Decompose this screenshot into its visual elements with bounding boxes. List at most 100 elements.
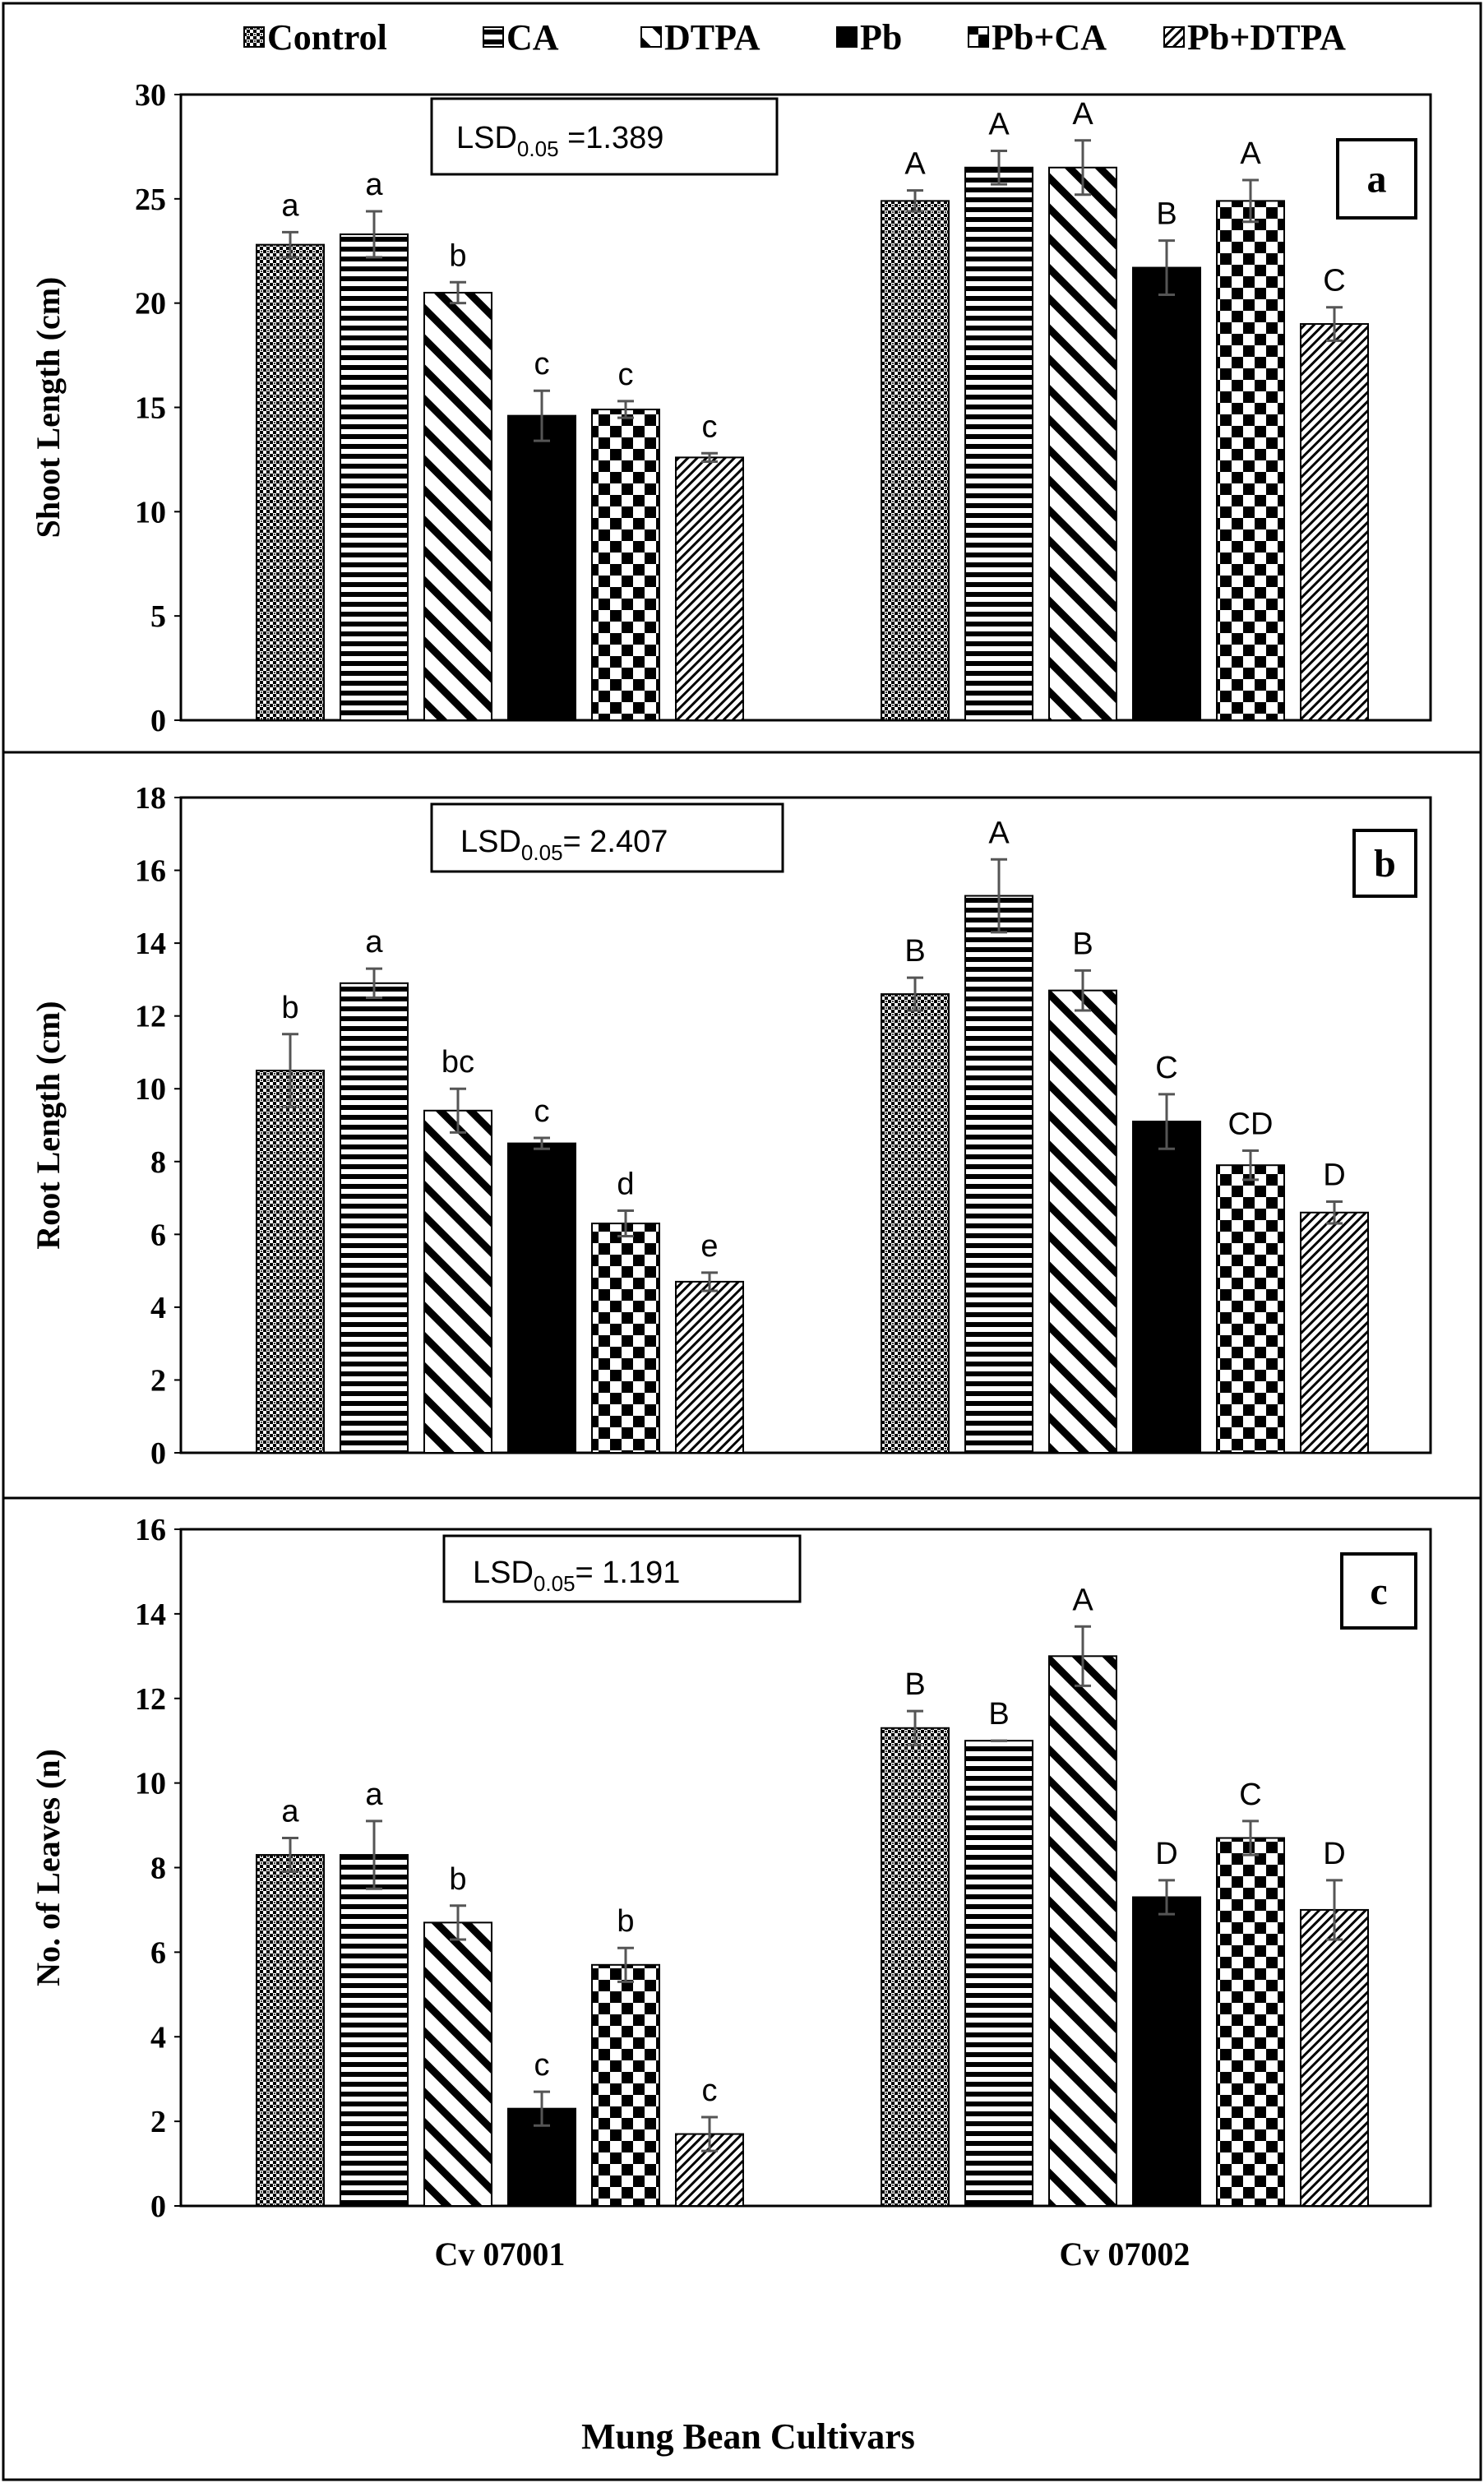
y-tick-label: 0 <box>150 704 166 738</box>
panel-b: 0 2 4 6 8 10 12 14 16 18 Root Length (cm) LSD0.05= … <box>30 781 1432 1471</box>
bar-ca-1 <box>340 1854 409 2208</box>
legend-label-pb-dtpa: Pb+DTPA <box>1187 17 1346 58</box>
y-tick-label: 4 <box>150 1291 166 1325</box>
significance-letter: b <box>617 1904 634 1939</box>
bar-pb-dtpa-2 <box>1300 1908 1369 2207</box>
bar-control-1 <box>256 243 325 721</box>
significance-letter: A <box>1072 97 1093 132</box>
y-axis-title-c: No. of Leaves (n) <box>30 1749 67 1986</box>
legend-label-pb-ca: Pb+CA <box>992 17 1107 58</box>
legend-label-ca: CA <box>506 17 559 58</box>
bar-control-2 <box>881 1727 950 2208</box>
panel-label-a: a <box>1367 158 1387 201</box>
plot-area-b <box>179 796 1432 1454</box>
significance-letter: C <box>1239 1778 1261 1812</box>
bar-pb-dtpa-1 <box>675 456 744 721</box>
bar-pb-2 <box>1132 266 1201 721</box>
lsd-box-c <box>442 1534 802 1603</box>
significance-letter: c <box>702 409 718 444</box>
bar-ca-2 <box>964 166 1033 722</box>
y-tick-label: 8 <box>150 1852 166 1886</box>
legend: Control CA DTPA Pb Pb+CA Pb+DTPA <box>243 17 1346 58</box>
bar-pb-dtpa-2 <box>1300 1211 1369 1454</box>
significance-letter: A <box>904 147 926 182</box>
legend-swatch-ca <box>483 26 504 48</box>
significance-letter: e <box>700 1229 718 1264</box>
y-tick-label: 0 <box>150 2189 166 2224</box>
panel-label-b: b <box>1374 842 1396 885</box>
bar-pb-ca-1 <box>591 1963 660 2207</box>
y-tick-label: 8 <box>150 1145 166 1180</box>
significance-letter: A <box>1240 136 1261 171</box>
panel-label-box-a <box>1336 138 1417 220</box>
bar-ca-1 <box>340 982 409 1454</box>
y-tick-label: 20 <box>135 287 166 321</box>
significance-letter: a <box>281 188 299 223</box>
significance-letter: CD <box>1228 1107 1274 1141</box>
panel-label-c: c <box>1370 1570 1387 1613</box>
lsd-annotation-b: LSD0.05= 2.407 <box>460 825 668 865</box>
significance-letter: C <box>1155 1051 1177 1085</box>
significance-letter: c <box>534 347 550 381</box>
y-tick-label: 14 <box>135 1598 166 1632</box>
bar-dtpa-1 <box>423 291 492 721</box>
significance-letter: D <box>1323 1837 1345 1871</box>
x-category-label: Cv 07001 <box>435 2236 566 2273</box>
panel-c: 0 2 4 6 8 10 12 14 16 No. of Leaves (n) LSD0.05= 1… <box>30 1513 1432 2224</box>
significance-letter: d <box>617 1168 634 1202</box>
y-tick-label: 6 <box>150 1935 166 1970</box>
bar-pb-ca-2 <box>1216 1837 1285 2207</box>
lsd-annotation-c: LSD0.05= 1.191 <box>473 1556 680 1596</box>
lsd-box-a <box>430 97 779 176</box>
bar-ca-2 <box>964 895 1033 1454</box>
significance-letter: D <box>1155 1837 1177 1871</box>
y-tick-label: 2 <box>150 1363 166 1398</box>
bar-pb-ca-1 <box>591 1223 660 1454</box>
significance-letter: b <box>281 991 298 1025</box>
x-axis-title: Mung Bean Cultivars <box>581 2416 915 2457</box>
significance-letter: B <box>988 1697 1009 1732</box>
legend-swatch-pb <box>836 26 858 48</box>
x-category-label: Cv 07002 <box>1060 2236 1190 2273</box>
y-tick-label: 14 <box>135 927 166 961</box>
bar-ca-2 <box>964 1740 1033 2207</box>
y-tick-label: 0 <box>150 1436 166 1471</box>
significance-letter: c <box>534 1094 550 1129</box>
significance-letter: A <box>1072 1583 1093 1617</box>
y-tick-label: 15 <box>135 391 166 426</box>
y-tick-label: 10 <box>135 495 166 529</box>
significance-letter: c <box>618 358 634 392</box>
legend-swatch-pb-ca <box>968 26 989 48</box>
y-tick-label: 30 <box>135 78 166 113</box>
bar-dtpa-2 <box>1048 166 1117 722</box>
bar-dtpa-1 <box>423 1109 492 1454</box>
y-tick-label: 10 <box>135 1072 166 1107</box>
bar-control-1 <box>256 1854 325 2208</box>
bar-dtpa-2 <box>1048 1655 1117 2207</box>
legend-swatch-dtpa <box>640 26 662 48</box>
bar-pb-1 <box>507 414 576 721</box>
y-axis-title-b: Root Length (cm) <box>30 1001 67 1249</box>
y-tick-label: 6 <box>150 1218 166 1252</box>
y-tick-label: 16 <box>135 854 166 889</box>
y-tick-label: 18 <box>135 781 166 816</box>
y-tick-label: 12 <box>135 1000 166 1034</box>
bar-control-2 <box>881 200 950 721</box>
bar-pb-dtpa-1 <box>675 1280 744 1454</box>
significance-letter: b <box>449 1862 466 1897</box>
significance-letter: bc <box>442 1045 474 1080</box>
legend-label-control: Control <box>267 17 387 58</box>
significance-letter: B <box>1072 927 1093 961</box>
y-tick-label: 5 <box>150 599 166 634</box>
bar-pb-ca-2 <box>1216 200 1285 721</box>
y-tick-label: 4 <box>150 2020 166 2055</box>
significance-letter: B <box>904 1667 925 1702</box>
bar-pb-2 <box>1132 1121 1201 1454</box>
bar-ca-1 <box>340 233 409 721</box>
bar-control-2 <box>881 993 950 1454</box>
bar-pb-2 <box>1132 1896 1201 2208</box>
legend-swatch-control <box>243 26 265 48</box>
